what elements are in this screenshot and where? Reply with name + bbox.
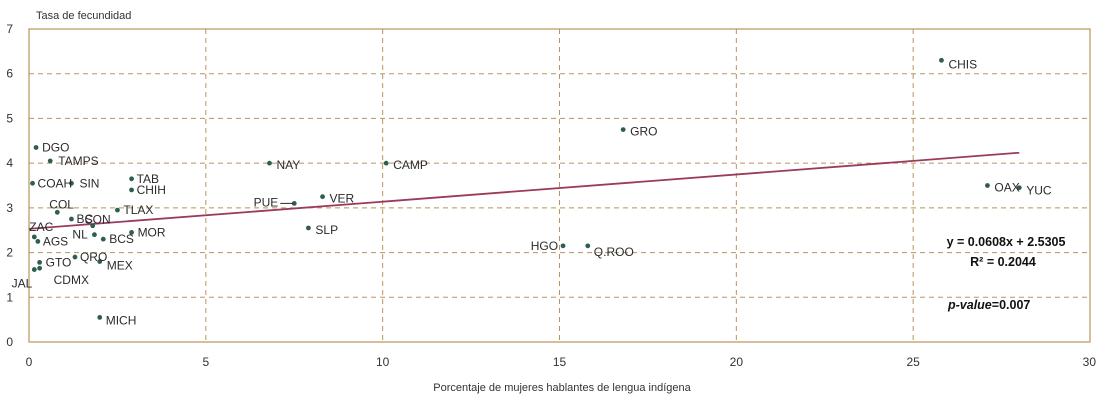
point-label: JAL xyxy=(12,277,33,291)
grid xyxy=(29,29,1090,342)
p-value-label: p-value xyxy=(947,298,992,312)
point-label: COAH xyxy=(38,176,73,190)
point-label: PUE xyxy=(254,195,279,209)
point-label: CHIS xyxy=(948,57,977,71)
point-label: CDMX xyxy=(54,273,89,287)
data-point-mex xyxy=(97,259,103,264)
point-label: COL xyxy=(49,197,74,211)
p-value-value: =0.007 xyxy=(992,298,1031,312)
p-value-annotation: p-value=0.007 xyxy=(947,298,1030,312)
x-axis: 0 5 10 15 20 25 30 xyxy=(26,355,1097,369)
point-label: OAX xyxy=(994,181,1019,195)
y-tick-label: 1 xyxy=(6,290,13,304)
y-tick-label: 4 xyxy=(6,156,13,170)
data-point-ver xyxy=(320,194,325,200)
point-label: MICH xyxy=(106,313,137,327)
point-label: ZAC xyxy=(29,220,53,234)
data-point-chis xyxy=(939,57,944,63)
data-points xyxy=(30,57,1022,320)
data-point-bc xyxy=(69,216,74,222)
y-axis-title: Tasa de fecundidad xyxy=(36,10,131,22)
data-point-cdmx xyxy=(37,265,43,271)
point-label: GTO xyxy=(46,255,72,269)
data-point-yuc xyxy=(1016,185,1022,191)
point-label: DGO xyxy=(42,140,69,154)
data-point-mich xyxy=(97,315,103,320)
data-point-mor xyxy=(129,230,134,235)
data-point-tlax xyxy=(115,207,120,213)
data-point-bcs xyxy=(100,236,106,242)
data-point-gro xyxy=(620,127,626,133)
point-label: SLP xyxy=(315,223,338,237)
data-point-chih xyxy=(129,187,134,193)
y-tick-label: 2 xyxy=(6,246,13,260)
y-tick-label: 3 xyxy=(6,201,13,215)
y-axis: 0 1 2 3 4 5 6 7 xyxy=(6,22,13,349)
point-label: NL xyxy=(72,228,88,242)
x-tick-label: 15 xyxy=(553,355,567,369)
y-tick-label: 7 xyxy=(6,22,13,36)
data-point-qroo xyxy=(585,243,591,249)
point-label: AGS xyxy=(43,234,68,248)
y-tick-label: 6 xyxy=(6,67,13,81)
x-tick-label: 10 xyxy=(376,355,390,369)
data-point-coah xyxy=(30,180,35,186)
point-label: MOR xyxy=(138,225,166,239)
point-label: NAY xyxy=(276,158,300,172)
data-point-tamps xyxy=(47,158,53,164)
point-label: TLAX xyxy=(123,203,153,217)
x-tick-label: 30 xyxy=(1083,355,1097,369)
trend-line xyxy=(28,151,1020,230)
point-label: BC xyxy=(76,212,93,226)
data-point-oax xyxy=(985,183,990,188)
y-tick-label: 0 xyxy=(6,335,13,349)
x-tick-label: 5 xyxy=(202,355,209,369)
point-label: Q.ROO xyxy=(594,245,634,259)
point-label: SON xyxy=(85,213,111,227)
point-label: HGO xyxy=(531,239,558,253)
data-point-qro xyxy=(72,254,78,260)
point-label: SIN xyxy=(79,176,99,190)
data-point-tab xyxy=(129,176,134,182)
data-point-hgo xyxy=(560,243,566,249)
point-label: QRO xyxy=(80,250,107,264)
data-point-ags xyxy=(35,238,41,244)
data-point-dgo xyxy=(33,145,39,150)
point-label: CHIH xyxy=(137,183,166,197)
data-point-zac xyxy=(31,234,37,240)
data-point-col xyxy=(54,209,60,215)
data-point-nay xyxy=(267,160,272,166)
point-label: BCS xyxy=(109,232,134,246)
data-point-gto xyxy=(37,260,43,265)
data-point-son xyxy=(90,223,96,229)
plot-frame xyxy=(28,28,1091,343)
point-label: TAB xyxy=(137,172,159,186)
data-point-pue xyxy=(291,200,297,206)
y-tick-label: 5 xyxy=(6,111,13,125)
x-axis-title: Porcentaje de mujeres hablantes de lengu… xyxy=(433,382,691,394)
point-label: CAMP xyxy=(393,158,428,172)
point-label: TAMPS xyxy=(58,154,98,168)
point-label: MEX xyxy=(107,259,133,273)
data-point-nl xyxy=(92,232,97,238)
data-point-slp xyxy=(305,225,311,231)
data-point-sin xyxy=(69,180,74,186)
point-label: GRO xyxy=(630,125,657,139)
x-tick-label: 20 xyxy=(730,355,744,369)
point-label: YUC xyxy=(1026,184,1052,198)
data-point-jal xyxy=(31,267,37,272)
x-tick-label: 0 xyxy=(26,355,33,369)
regression-equation: y = 0.0608x + 2.5305 xyxy=(947,235,1066,249)
r-squared: R² = 0.2044 xyxy=(970,255,1036,269)
point-label: VER xyxy=(330,192,355,206)
data-point-camp xyxy=(383,160,389,166)
x-tick-label: 25 xyxy=(906,355,920,369)
